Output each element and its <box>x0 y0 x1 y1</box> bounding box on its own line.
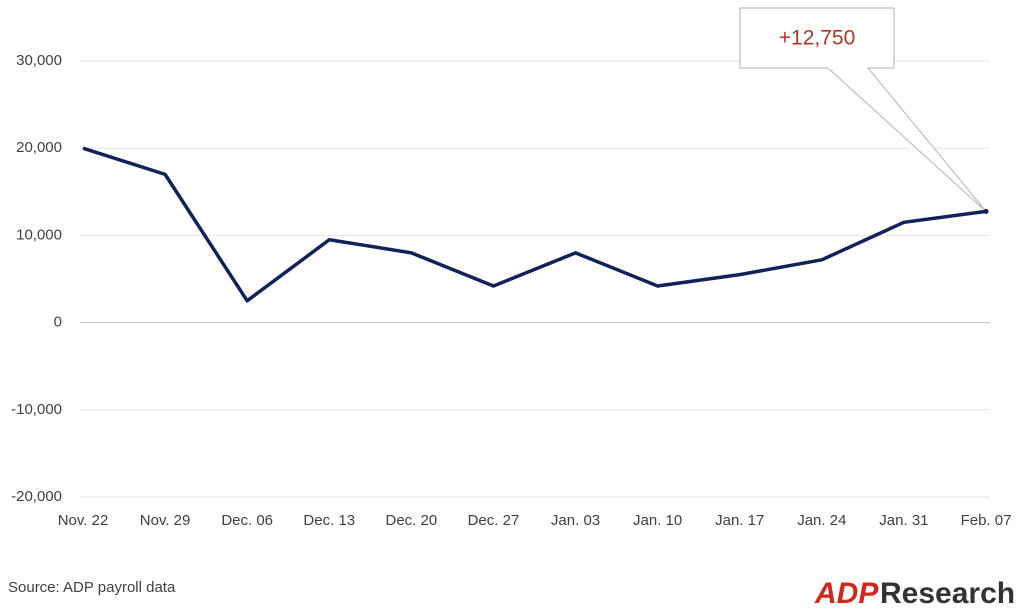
x-tick-label: Dec. 06 <box>221 512 273 529</box>
x-tick-label: Dec. 20 <box>386 512 438 529</box>
y-tick-label: -10,000 <box>11 401 62 418</box>
x-tick-label: Jan. 17 <box>715 512 764 529</box>
x-tick-label: Jan. 03 <box>551 512 600 529</box>
x-tick-label: Nov. 29 <box>140 512 191 529</box>
logo-text: Research <box>880 577 1015 609</box>
x-tick-label: Jan. 10 <box>633 512 682 529</box>
data-line <box>82 146 987 303</box>
data-label: +12,750 <box>779 27 856 50</box>
callout-box <box>739 7 895 69</box>
y-tick-label: -20,000 <box>11 488 62 505</box>
source-note: Source: ADP payroll data <box>8 579 176 596</box>
logo-mark: ADP <box>814 577 879 609</box>
y-tick-label: 20,000 <box>16 139 62 156</box>
x-tick-label: Dec. 13 <box>303 512 355 529</box>
point <box>983 208 989 214</box>
x-tick-label: Jan. 31 <box>879 512 928 529</box>
y-tick-label: 30,000 <box>16 52 62 69</box>
x-tick-label: Dec. 27 <box>468 512 520 529</box>
x-tick-label: Jan. 24 <box>797 512 846 529</box>
y-tick-label: 10,000 <box>16 226 62 243</box>
x-tick-label: Feb. 07 <box>961 512 1012 529</box>
callout <box>827 67 987 212</box>
x-tick-label: Nov. 22 <box>58 512 109 529</box>
y-tick-label: 0 <box>54 314 62 331</box>
